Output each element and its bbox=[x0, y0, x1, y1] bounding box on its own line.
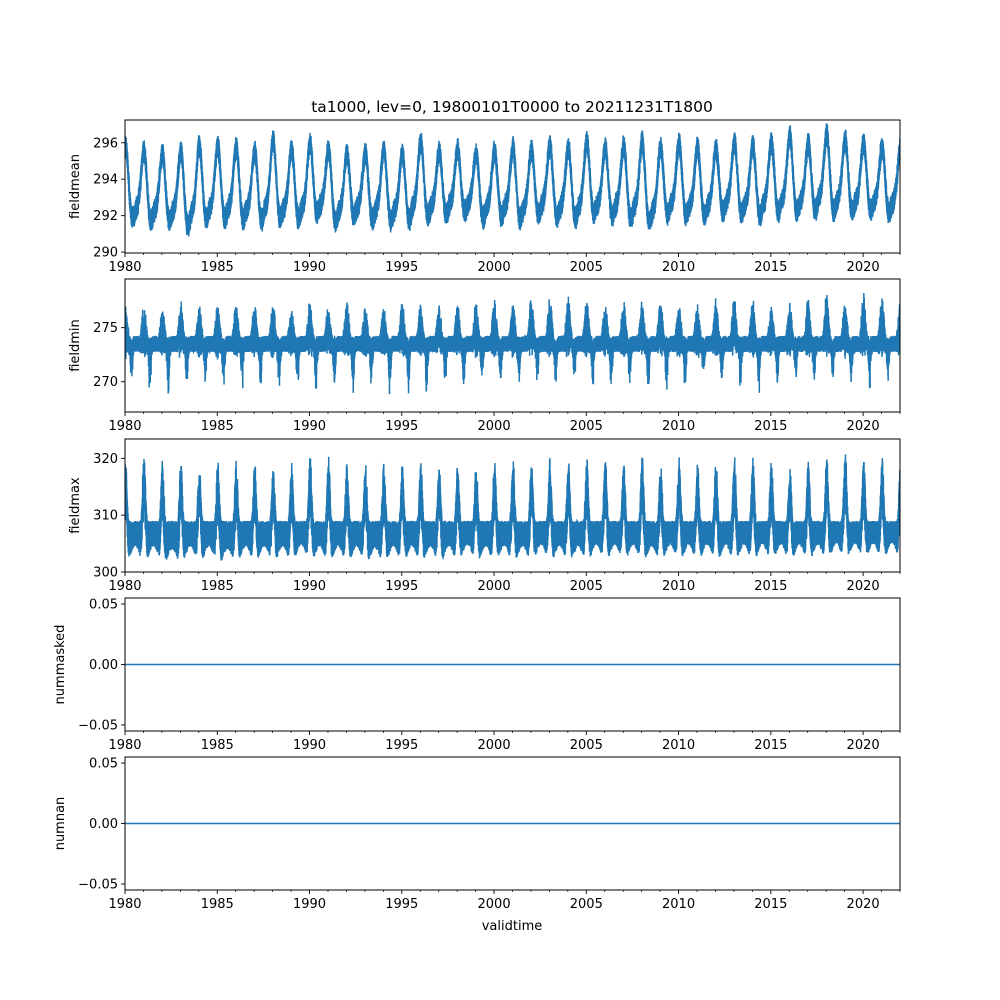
x-tick-label: 2005 bbox=[570, 738, 603, 753]
y-axis-label: fieldmax bbox=[68, 477, 83, 534]
x-tick-label: 1985 bbox=[201, 260, 234, 275]
y-tick-label: 310 bbox=[93, 509, 118, 524]
x-tick-label: 2020 bbox=[847, 897, 880, 912]
x-tick-label: 2010 bbox=[662, 419, 695, 434]
y-tick-label: 275 bbox=[93, 321, 118, 336]
x-tick-label: 1980 bbox=[108, 579, 141, 594]
series-line-fieldmax bbox=[125, 454, 900, 561]
x-tick-label: 1995 bbox=[385, 897, 418, 912]
subplot-fieldmin: 270 275 1980 1985 1990 1995 2000 2005 2010 2015 20… bbox=[68, 278, 901, 434]
x-tick-label: 2005 bbox=[570, 897, 603, 912]
y-tick-label: 320 bbox=[93, 452, 118, 467]
x-tick-label: 1980 bbox=[108, 260, 141, 275]
x-tick-label: 1985 bbox=[201, 897, 234, 912]
x-tick-label: 2000 bbox=[478, 579, 511, 594]
y-tick-label: −0.05 bbox=[78, 718, 118, 733]
y-tick-label: 0.05 bbox=[89, 598, 118, 613]
subplot-fieldmax: 300 310 320 1980 1985 1990 1995 2000 2005 2010 201… bbox=[68, 438, 901, 594]
x-tick-label: 2015 bbox=[754, 738, 787, 753]
x-tick-label: 1980 bbox=[108, 738, 141, 753]
subplot-nummasked: −0.05 0.00 0.05 1980 1985 1990 1995 2000 2005 201… bbox=[53, 597, 901, 753]
x-tick-label: 1990 bbox=[293, 579, 326, 594]
x-tick-label: 1980 bbox=[108, 419, 141, 434]
x-axis-label: validtime bbox=[482, 919, 543, 934]
x-tick-label: 1990 bbox=[293, 260, 326, 275]
x-tick-label: 2015 bbox=[754, 897, 787, 912]
x-tick-label: 2005 bbox=[570, 579, 603, 594]
y-tick-label: 0.00 bbox=[89, 817, 118, 832]
x-tick-label: 1990 bbox=[293, 419, 326, 434]
x-tick-label: 2000 bbox=[478, 897, 511, 912]
x-tick-label: 1990 bbox=[293, 897, 326, 912]
x-tick-label: 1985 bbox=[201, 419, 234, 434]
x-tick-label: 2020 bbox=[847, 579, 880, 594]
x-tick-label: 2015 bbox=[754, 579, 787, 594]
series-line-fieldmin bbox=[125, 292, 900, 395]
x-tick-label: 2000 bbox=[478, 260, 511, 275]
y-tick-label: 292 bbox=[93, 209, 118, 224]
y-axis-label: fieldmin bbox=[68, 319, 83, 372]
x-tick-label: 1985 bbox=[201, 579, 234, 594]
x-tick-label: 2020 bbox=[847, 260, 880, 275]
y-tick-label: 0.00 bbox=[89, 658, 118, 673]
x-tick-label: 2020 bbox=[847, 738, 880, 753]
x-tick-label: 1990 bbox=[293, 738, 326, 753]
series-line-fieldmean bbox=[125, 123, 900, 237]
x-tick-label: 1995 bbox=[385, 579, 418, 594]
y-tick-label: 300 bbox=[93, 566, 118, 581]
x-tick-label: 2015 bbox=[754, 260, 787, 275]
x-tick-label: 2000 bbox=[478, 419, 511, 434]
x-tick-label: 1995 bbox=[385, 419, 418, 434]
subplot-numnan: −0.05 0.00 0.05 1980 1985 1990 1995 2000 2005 201… bbox=[53, 756, 901, 912]
x-tick-label: 2005 bbox=[570, 419, 603, 434]
x-tick-label: 2010 bbox=[662, 260, 695, 275]
x-tick-label: 2010 bbox=[662, 579, 695, 594]
x-tick-label: 2000 bbox=[478, 738, 511, 753]
y-tick-label: 290 bbox=[93, 246, 118, 261]
x-tick-label: 1995 bbox=[385, 260, 418, 275]
y-axis-label: numnan bbox=[53, 797, 68, 851]
y-tick-label: 0.05 bbox=[89, 757, 118, 772]
y-tick-label: −0.05 bbox=[78, 877, 118, 892]
x-tick-label: 2015 bbox=[754, 419, 787, 434]
y-tick-label: 294 bbox=[93, 173, 118, 188]
x-tick-label: 2010 bbox=[662, 897, 695, 912]
y-tick-label: 270 bbox=[93, 375, 118, 390]
x-tick-label: 2020 bbox=[847, 419, 880, 434]
chart-title: ta1000, lev=0, 19800101T0000 to 20211231… bbox=[311, 98, 713, 116]
x-tick-label: 1985 bbox=[201, 738, 234, 753]
x-tick-label: 1995 bbox=[385, 738, 418, 753]
y-tick-label: 296 bbox=[93, 136, 118, 151]
x-tick-label: 2005 bbox=[570, 260, 603, 275]
y-axis-label: nummasked bbox=[53, 625, 68, 705]
subplot-fieldmean: 290 292 294 296 1980 1985 1990 1995 2000 2005 2010… bbox=[68, 119, 901, 275]
x-tick-label: 1980 bbox=[108, 897, 141, 912]
y-axis-label: fieldmean bbox=[68, 154, 83, 219]
x-tick-label: 2010 bbox=[662, 738, 695, 753]
